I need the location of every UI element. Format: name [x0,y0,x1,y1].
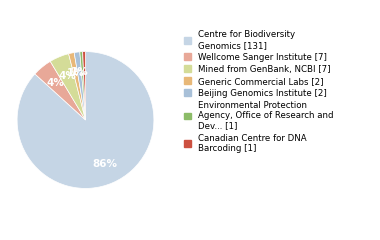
Wedge shape [80,52,86,120]
Wedge shape [69,53,86,120]
Wedge shape [17,52,154,188]
Text: 1%: 1% [67,68,84,78]
Text: 4%: 4% [46,78,64,88]
Wedge shape [35,61,86,120]
Text: 86%: 86% [92,159,117,169]
Legend: Centre for Biodiversity
Genomics [131], Wellcome Sanger Institute [7], Mined fro: Centre for Biodiversity Genomics [131], … [184,30,333,153]
Wedge shape [50,54,86,120]
Wedge shape [74,52,86,120]
Text: 4%: 4% [58,71,76,81]
Wedge shape [83,52,86,120]
Text: 1%: 1% [71,67,89,78]
